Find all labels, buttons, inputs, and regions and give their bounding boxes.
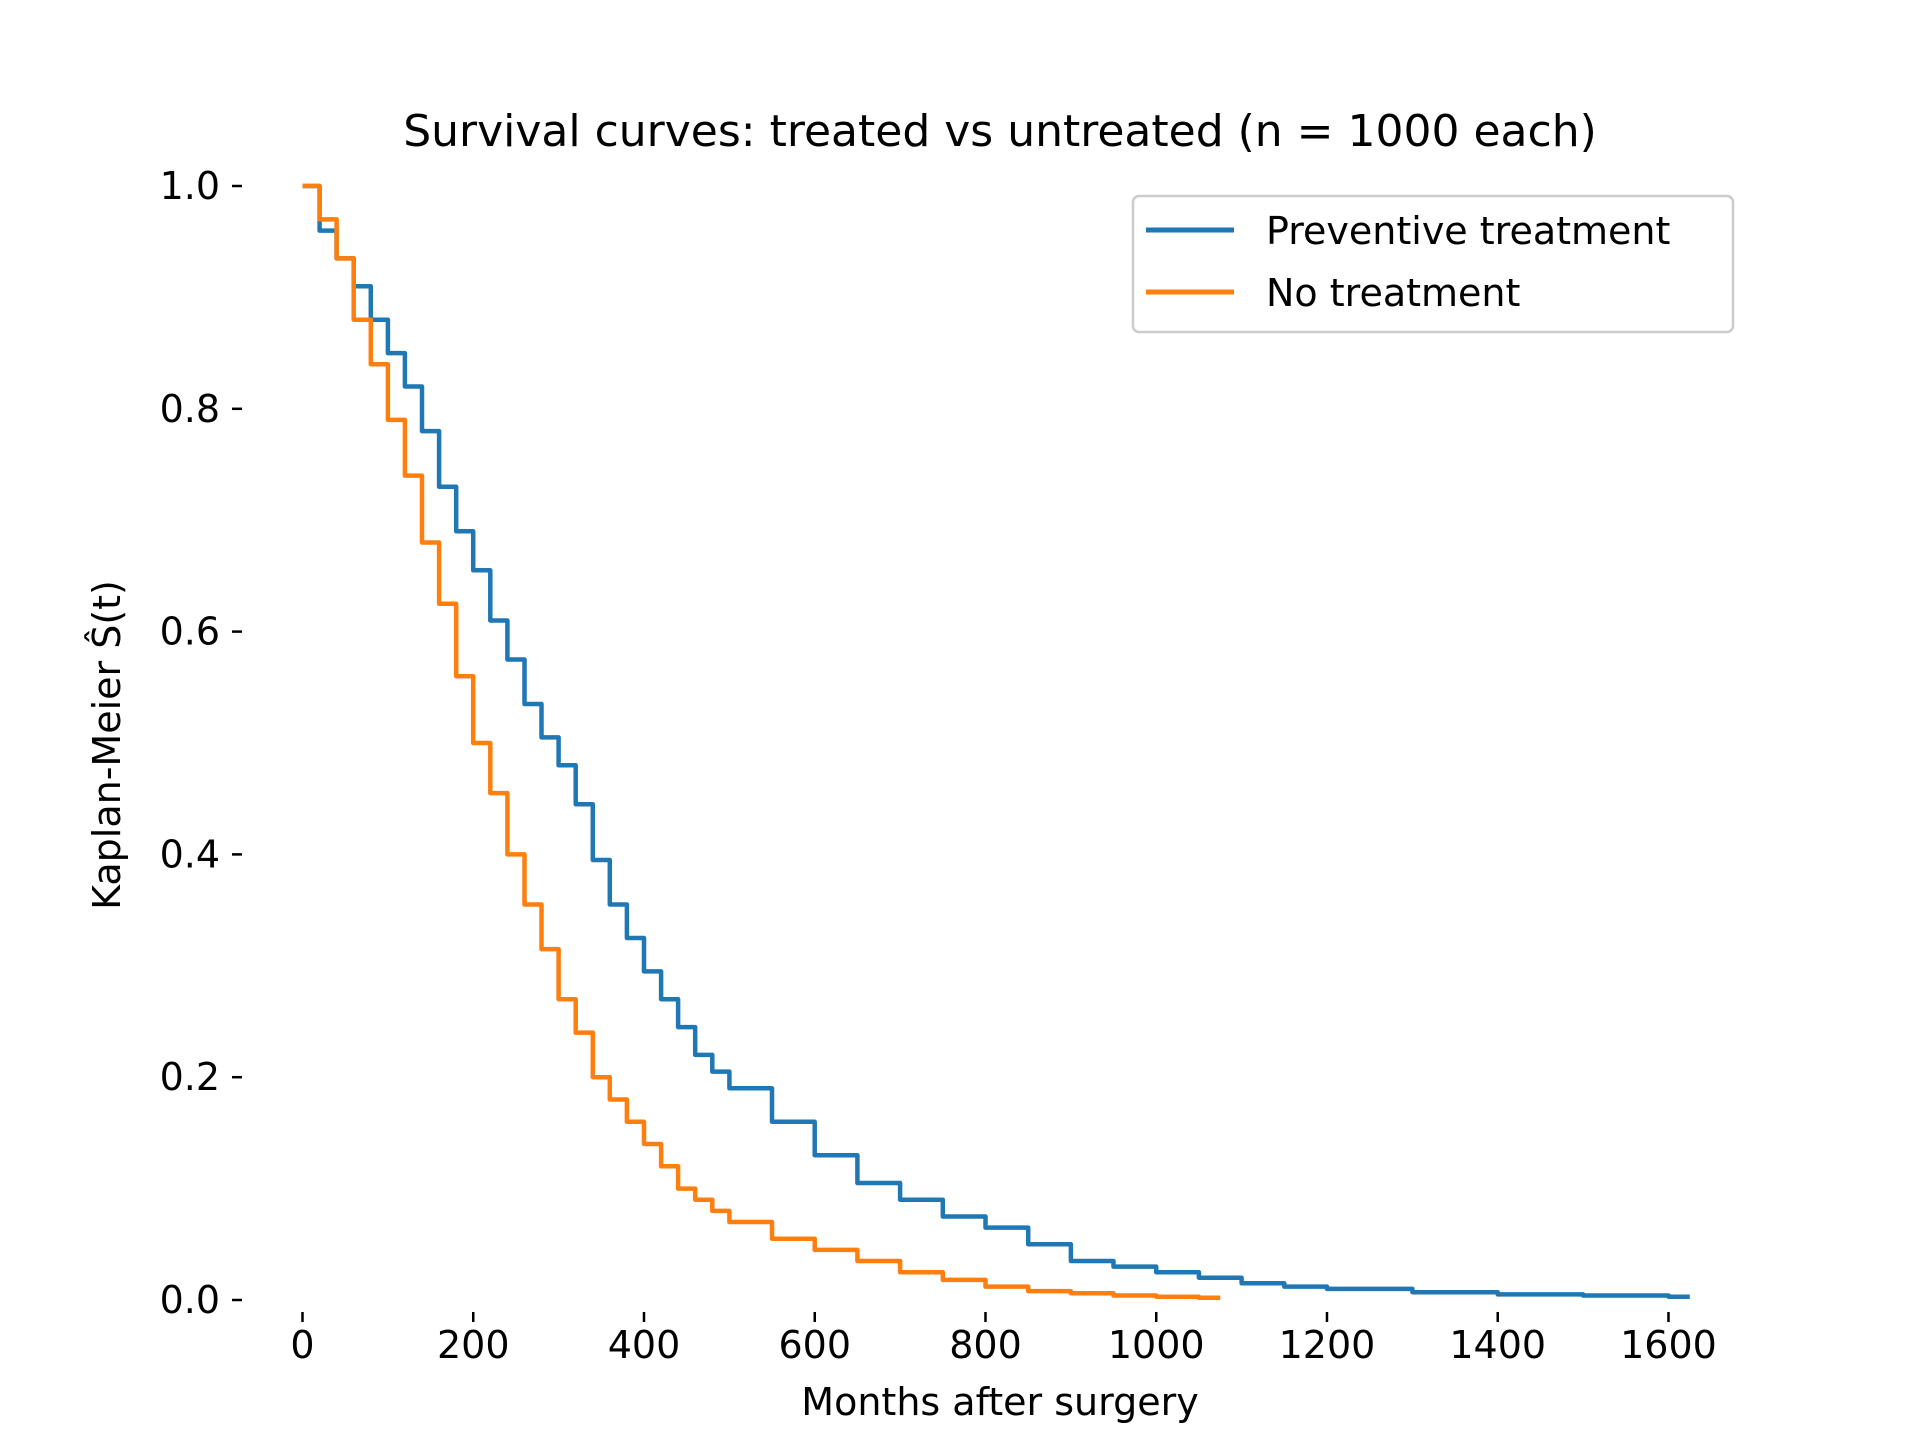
y-tick-label: 0.4 [160,832,220,876]
chart-title: Survival curves: treated vs untreated (n… [403,106,1597,157]
legend-label-untreated: No treatment [1266,271,1520,315]
x-axis-label: Months after surgery [801,1380,1198,1424]
x-tick-label: 1000 [1108,1323,1205,1367]
x-tick-label: 1200 [1279,1323,1376,1367]
axes-group: 0.0 0.2 0.4 0.6 0.8 1.0 0 200 400 600 800 1000 1200 1… [160,164,1717,1367]
y-tick-label: 0.8 [160,387,220,431]
series-line-preventive-treatment [302,183,1690,1299]
x-tick-label: 1400 [1449,1323,1546,1367]
series-line-no-treatment [302,183,1221,1301]
y-axis-label: Kaplan-Meier Ŝ(t) [85,580,129,910]
legend-label-treated: Preventive treatment [1266,209,1670,253]
y-tick-label: 0.0 [160,1278,220,1322]
x-tick-label: 200 [437,1323,510,1367]
x-tick-label: 0 [290,1323,314,1367]
series-group [302,183,1690,1301]
legend: Preventive treatment No treatment [1131,194,1735,334]
x-tick-label: 400 [608,1323,681,1367]
y-tick-label: 0.2 [160,1055,220,1099]
x-tick-label: 1600 [1620,1323,1717,1367]
y-tick-label: 1.0 [160,164,220,208]
legend-frame [1131,194,1735,334]
y-tick-label: 0.6 [160,610,220,654]
x-tick-label: 600 [778,1323,851,1367]
x-tick-label: 800 [949,1323,1022,1367]
